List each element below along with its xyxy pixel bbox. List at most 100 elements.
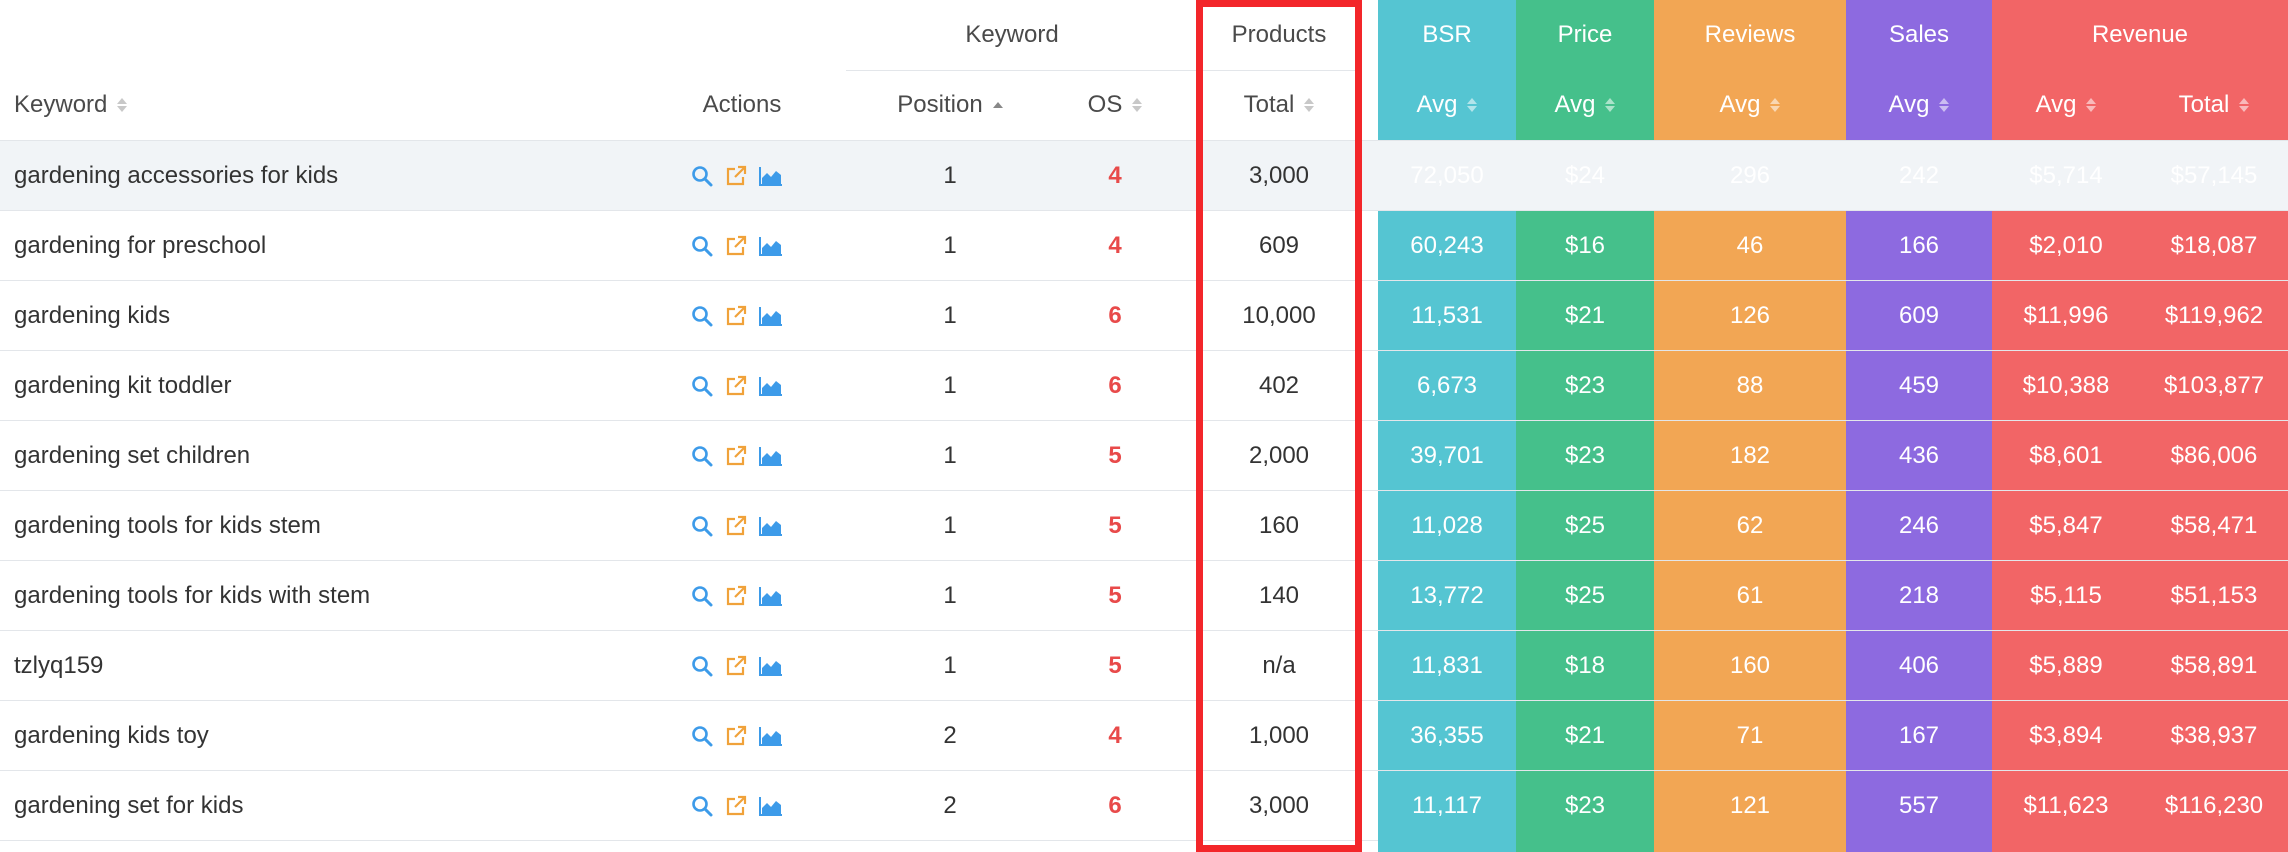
- price-avg-column-header[interactable]: Avg: [1516, 70, 1654, 140]
- keyword-cell: tzlyq159: [14, 652, 104, 679]
- search-icon[interactable]: [690, 234, 714, 258]
- os-cell: 6: [1108, 302, 1122, 329]
- revenue-total-cell: $51,153: [2170, 582, 2258, 609]
- search-icon[interactable]: [690, 164, 714, 188]
- chart-icon[interactable]: [758, 654, 784, 678]
- search-icon[interactable]: [690, 374, 714, 398]
- bsr-avg-cell: 36,355: [1410, 722, 1484, 749]
- revenue-total-cell: $116,230: [2164, 792, 2264, 819]
- chart-icon[interactable]: [758, 724, 784, 748]
- sort-icon[interactable]: [1605, 98, 1616, 112]
- keyword-cell: gardening set children: [14, 442, 251, 469]
- table-row[interactable]: gardening kids toy 2 4 1,000 36,355 $21 71 167 $…: [0, 700, 2288, 770]
- chart-icon[interactable]: [758, 444, 784, 468]
- revenue-total-column-label: Total: [2178, 91, 2230, 118]
- sales-avg-cell: 218: [1898, 582, 1940, 609]
- table-row[interactable]: tzlyq159 1 5 n/a 11,831 $18 160 406 $5,889 $58,89…: [0, 630, 2288, 700]
- search-icon[interactable]: [690, 724, 714, 748]
- table-row[interactable]: gardening tools for kids with stem 1 5 140 1…: [0, 560, 2288, 630]
- external-link-icon[interactable]: [724, 724, 748, 748]
- reviews-avg-column-label: Avg: [1719, 91, 1761, 118]
- os-cell: 6: [1108, 792, 1122, 819]
- external-link-icon[interactable]: [724, 444, 748, 468]
- bsr-group-header: BSR: [1422, 21, 1472, 48]
- position-column-header[interactable]: Position: [870, 70, 1030, 140]
- revenue-total-cell: $103,877: [2163, 372, 2265, 399]
- external-link-icon[interactable]: [724, 584, 748, 608]
- search-icon[interactable]: [690, 444, 714, 468]
- table-row[interactable]: gardening tools for kids stem 1 5 160 11,028…: [0, 490, 2288, 560]
- sort-icon[interactable]: [1770, 98, 1781, 112]
- sort-icon[interactable]: [1304, 98, 1315, 112]
- position-cell: 1: [943, 512, 957, 539]
- sort-ascending-icon[interactable]: [992, 102, 1003, 108]
- table-row[interactable]: gardening set children 1 5 2,000 39,701 $23 18…: [0, 420, 2288, 490]
- keyword-group-header: Keyword: [965, 21, 1059, 48]
- external-link-icon[interactable]: [724, 234, 748, 258]
- table-row[interactable]: gardening accessories for kids 1 4 3,000 72,…: [0, 140, 2288, 210]
- price-avg-cell: $21: [1564, 722, 1606, 749]
- products-total-cell: 3,000: [1248, 162, 1310, 189]
- bsr-avg-cell: 11,028: [1411, 512, 1483, 539]
- table-row[interactable]: gardening set for kids 2 6 3,000 11,117 $23 12…: [0, 770, 2288, 840]
- position-cell: 1: [943, 652, 957, 679]
- bsr-avg-cell: 60,243: [1410, 232, 1484, 259]
- sales-avg-cell: 459: [1898, 372, 1940, 399]
- search-icon[interactable]: [690, 654, 714, 678]
- keyword-cell: gardening kids toy: [14, 722, 209, 749]
- external-link-icon[interactable]: [724, 374, 748, 398]
- external-link-icon[interactable]: [724, 164, 748, 188]
- bsr-avg-column-header[interactable]: Avg: [1378, 70, 1516, 140]
- chart-icon[interactable]: [758, 164, 784, 188]
- search-icon[interactable]: [690, 584, 714, 608]
- sort-icon[interactable]: [1939, 98, 1950, 112]
- sort-icon[interactable]: [2086, 98, 2097, 112]
- table-row[interactable]: gardening for preschool 1 4 609 60,243 $16 46 1…: [0, 210, 2288, 280]
- reviews-avg-column-header[interactable]: Avg: [1654, 70, 1846, 140]
- products-total-cell: n/a: [1262, 652, 1296, 679]
- bsr-avg-cell: 11,117: [1412, 792, 1482, 819]
- bsr-avg-column-label: Avg: [1416, 91, 1458, 118]
- table-bottom-border: [0, 840, 1378, 841]
- sales-avg-column-header[interactable]: Avg: [1846, 70, 1992, 140]
- price-avg-cell: $18: [1564, 652, 1606, 679]
- chart-icon[interactable]: [758, 584, 784, 608]
- os-column-header[interactable]: OS: [1050, 70, 1180, 140]
- table-row[interactable]: gardening kit toddler 1 6 402 6,673 $23 88 459 $…: [0, 350, 2288, 420]
- os-cell: 4: [1108, 232, 1122, 259]
- chart-icon[interactable]: [758, 794, 784, 818]
- external-link-icon[interactable]: [724, 654, 748, 678]
- price-avg-cell: $24: [1564, 162, 1606, 189]
- bsr-avg-cell: 6,673: [1416, 372, 1478, 399]
- chart-icon[interactable]: [758, 374, 784, 398]
- revenue-avg-cell: $2,010: [2029, 232, 2103, 259]
- revenue-avg-column-header[interactable]: Avg: [1992, 70, 2140, 140]
- reviews-avg-cell: 126: [1729, 302, 1771, 329]
- os-cell: 4: [1108, 722, 1122, 749]
- table-row[interactable]: gardening kids 1 6 10,000 11,531 $21 126 609 $11…: [0, 280, 2288, 350]
- search-icon[interactable]: [690, 304, 714, 328]
- external-link-icon[interactable]: [724, 514, 748, 538]
- sort-icon[interactable]: [1132, 98, 1143, 112]
- products-total-column-header[interactable]: Total: [1196, 70, 1362, 140]
- chart-icon[interactable]: [758, 304, 784, 328]
- keyword-cell: gardening accessories for kids: [14, 162, 339, 189]
- price-avg-cell: $23: [1564, 372, 1606, 399]
- reviews-avg-cell: 121: [1729, 792, 1771, 819]
- external-link-icon[interactable]: [724, 304, 748, 328]
- position-cell: 1: [943, 162, 957, 189]
- sort-icon[interactable]: [1467, 98, 1478, 112]
- search-icon[interactable]: [690, 794, 714, 818]
- sort-icon[interactable]: [2239, 98, 2250, 112]
- keyword-column-header[interactable]: Keyword: [0, 70, 400, 140]
- sort-icon[interactable]: [117, 98, 128, 112]
- chart-icon[interactable]: [758, 234, 784, 258]
- price-avg-cell: $16: [1564, 232, 1606, 259]
- chart-icon[interactable]: [758, 514, 784, 538]
- revenue-avg-cell: $5,714: [2029, 162, 2103, 189]
- search-icon[interactable]: [690, 514, 714, 538]
- sales-avg-column-label: Avg: [1888, 91, 1930, 118]
- row-actions: [690, 771, 784, 841]
- external-link-icon[interactable]: [724, 794, 748, 818]
- revenue-total-column-header[interactable]: Total: [2140, 70, 2288, 140]
